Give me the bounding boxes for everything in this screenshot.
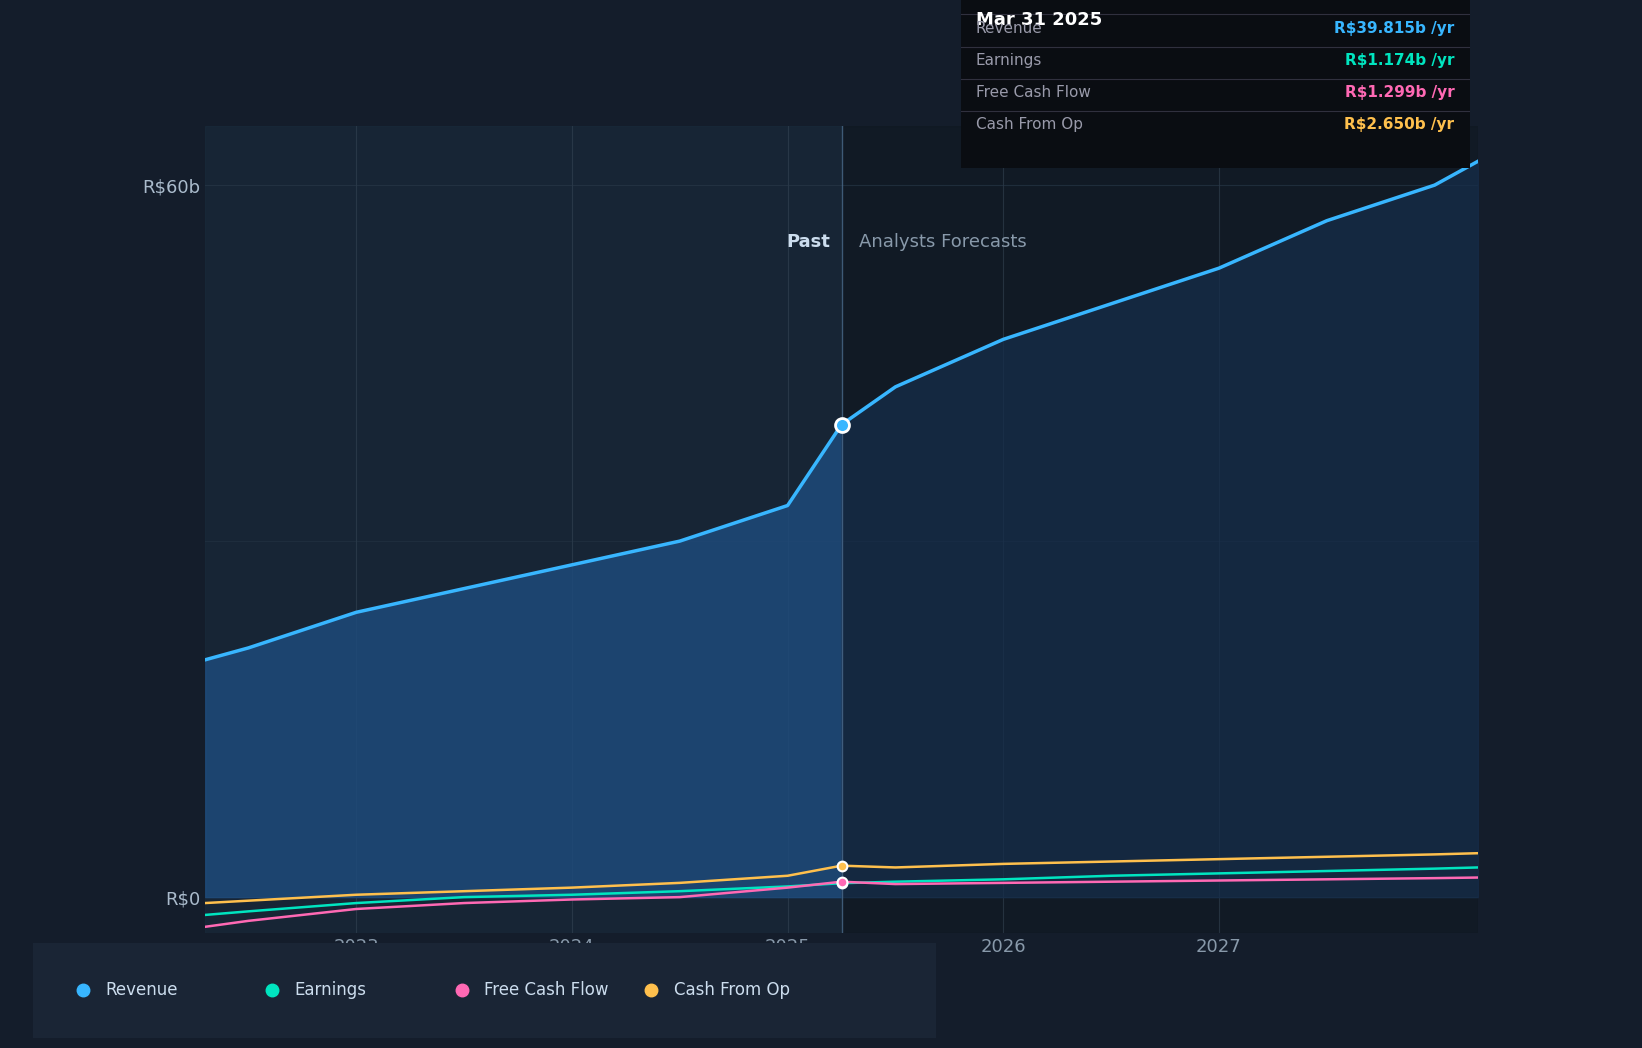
Text: Cash From Op: Cash From Op xyxy=(975,117,1082,132)
Text: Cash From Op: Cash From Op xyxy=(675,981,790,1000)
Text: R$2.650b /yr: R$2.650b /yr xyxy=(1345,117,1455,132)
Text: Earnings: Earnings xyxy=(296,981,366,1000)
Text: Free Cash Flow: Free Cash Flow xyxy=(975,85,1090,101)
Text: Earnings: Earnings xyxy=(975,53,1043,68)
Text: R$1.174b /yr: R$1.174b /yr xyxy=(1345,53,1455,68)
Bar xyxy=(205,126,842,933)
Text: R$1.299b /yr: R$1.299b /yr xyxy=(1345,85,1455,101)
Text: Free Cash Flow: Free Cash Flow xyxy=(484,981,609,1000)
Text: Revenue: Revenue xyxy=(105,981,177,1000)
Text: Revenue: Revenue xyxy=(975,21,1043,37)
Text: R$39.815b /yr: R$39.815b /yr xyxy=(1333,21,1455,37)
Bar xyxy=(842,126,1478,933)
Text: Past: Past xyxy=(787,233,831,250)
Text: Analysts Forecasts: Analysts Forecasts xyxy=(859,233,1026,250)
Text: Mar 31 2025: Mar 31 2025 xyxy=(975,10,1102,29)
